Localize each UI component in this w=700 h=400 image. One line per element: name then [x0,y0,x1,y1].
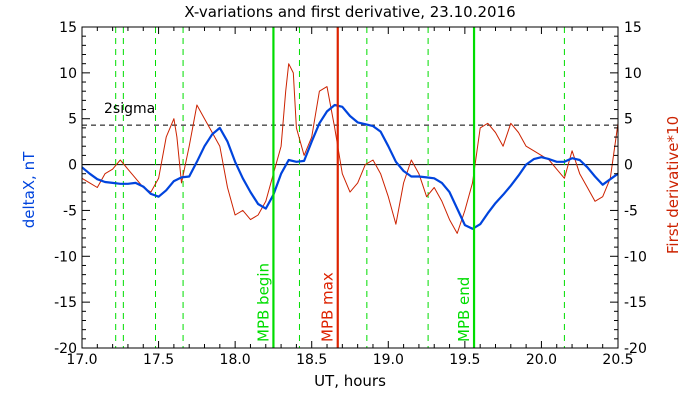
y-tick-label-left: 15 [59,20,77,36]
plot-frame [81,26,619,349]
x-tick-label: 20.5 [602,352,633,368]
series-line-deltax [81,103,619,230]
x-tick-label: 19.0 [373,352,404,368]
x-tick-label: 20.0 [526,352,557,368]
y-tick-label-right: -15 [624,295,647,311]
y-tick-label-left: 5 [68,112,77,128]
x-tick-label: 17.0 [66,352,97,368]
y-axis-label-right: First derivative*10 [664,116,682,254]
y-tick-label-right: 15 [624,20,642,36]
y-axis-label-left: deltaX, nT [20,151,38,228]
y-tick-label-left: -20 [54,341,77,357]
y-tick-label-left: -10 [54,249,77,265]
x-tick-label: 18.0 [220,352,251,368]
y-tick-label-left: -5 [63,203,77,219]
x-axis-label: UT, hours [314,372,386,390]
plot-area: MPB begin MPB max MPB end 17.0 17.5 18.0 18.5 1… [54,20,647,368]
threshold-label: 2sigma [104,101,155,117]
x-tick-label: 19.5 [449,352,480,368]
y-tick-label-right: -5 [624,203,638,219]
y-tick-label-right: 10 [624,66,642,82]
event-label: MPB end [455,277,473,342]
y-tick-label-left: 10 [59,66,77,82]
x-tick-label: 17.5 [143,352,174,368]
y-tick-label-right: -10 [624,249,647,265]
y-tick-label-right: -20 [624,341,647,357]
y-tick-label-right: 0 [624,158,633,174]
y-tick-label-left: 0 [68,158,77,174]
event-label: MPB max [319,272,337,342]
y-tick-label-right: 5 [624,112,633,128]
series-line-derivative [81,63,619,234]
chart-title: X-variations and first derivative, 23.10… [184,3,515,21]
event-label: MPB begin [254,263,272,342]
x-tick-label: 18.5 [296,352,327,368]
y-tick-label-left: -15 [54,295,77,311]
